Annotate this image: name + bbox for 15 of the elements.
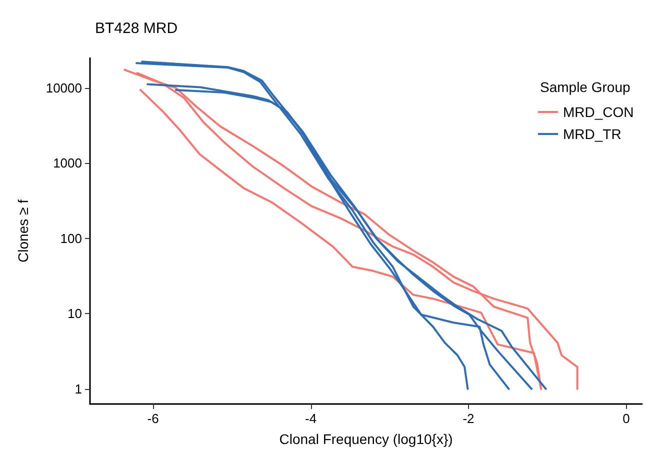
y-tick-label: 1000	[53, 156, 82, 171]
chart-title: BT428 MRD	[95, 20, 178, 37]
y-tick-label: 10000	[46, 80, 82, 96]
x-tick-label: 0	[622, 411, 630, 426]
legend-label: MRD_CON	[563, 104, 634, 120]
legend-title: Sample Group	[540, 79, 630, 95]
x-tick-label: -6	[147, 411, 159, 426]
y-tick-label: 1	[74, 381, 82, 396]
x-tick-label: -4	[305, 411, 317, 426]
legend-label: MRD_TR	[563, 126, 622, 142]
x-axis-title: Clonal Frequency (log10{x})	[279, 431, 453, 447]
x-tick-label: -2	[462, 411, 474, 426]
y-axis-title: Clones ≥ f	[15, 199, 31, 262]
y-tick-label: 10	[68, 306, 82, 322]
y-tick-label: 100	[60, 230, 82, 246]
